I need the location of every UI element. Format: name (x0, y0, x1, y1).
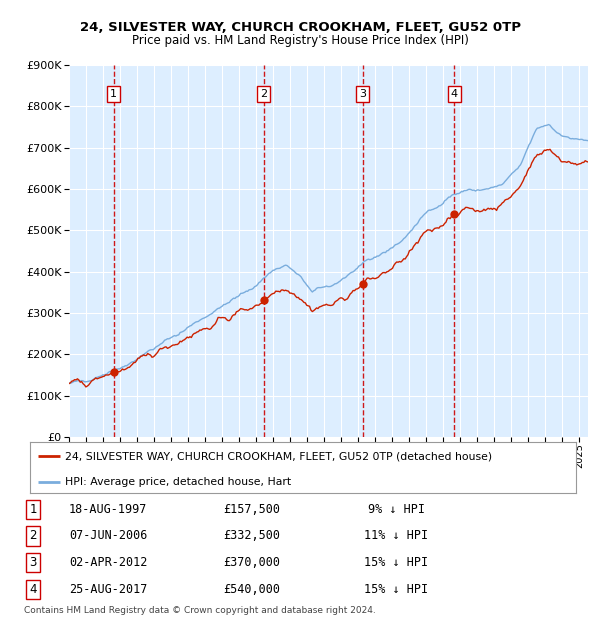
Text: £332,500: £332,500 (223, 529, 281, 542)
Text: 02-APR-2012: 02-APR-2012 (69, 556, 147, 569)
Text: Price paid vs. HM Land Registry's House Price Index (HPI): Price paid vs. HM Land Registry's House … (131, 35, 469, 47)
Text: 1: 1 (29, 503, 37, 516)
Text: 3: 3 (359, 89, 366, 99)
Text: 2: 2 (29, 529, 37, 542)
Text: 25-AUG-2017: 25-AUG-2017 (69, 583, 147, 596)
Text: £540,000: £540,000 (223, 583, 281, 596)
Text: 3: 3 (29, 556, 37, 569)
Text: Contains HM Land Registry data © Crown copyright and database right 2024.: Contains HM Land Registry data © Crown c… (24, 606, 376, 615)
Text: £157,500: £157,500 (223, 503, 281, 516)
Text: HPI: Average price, detached house, Hart: HPI: Average price, detached house, Hart (65, 477, 292, 487)
Text: 4: 4 (29, 583, 37, 596)
Text: 4: 4 (451, 89, 458, 99)
Text: 11% ↓ HPI: 11% ↓ HPI (364, 529, 428, 542)
Text: £370,000: £370,000 (223, 556, 281, 569)
Text: 24, SILVESTER WAY, CHURCH CROOKHAM, FLEET, GU52 0TP (detached house): 24, SILVESTER WAY, CHURCH CROOKHAM, FLEE… (65, 451, 493, 461)
Text: 1: 1 (110, 89, 117, 99)
Text: 2: 2 (260, 89, 267, 99)
Text: 18-AUG-1997: 18-AUG-1997 (69, 503, 147, 516)
Text: 9% ↓ HPI: 9% ↓ HPI (367, 503, 425, 516)
Text: 07-JUN-2006: 07-JUN-2006 (69, 529, 147, 542)
Text: 24, SILVESTER WAY, CHURCH CROOKHAM, FLEET, GU52 0TP: 24, SILVESTER WAY, CHURCH CROOKHAM, FLEE… (79, 22, 521, 34)
Text: 15% ↓ HPI: 15% ↓ HPI (364, 556, 428, 569)
Text: 15% ↓ HPI: 15% ↓ HPI (364, 583, 428, 596)
